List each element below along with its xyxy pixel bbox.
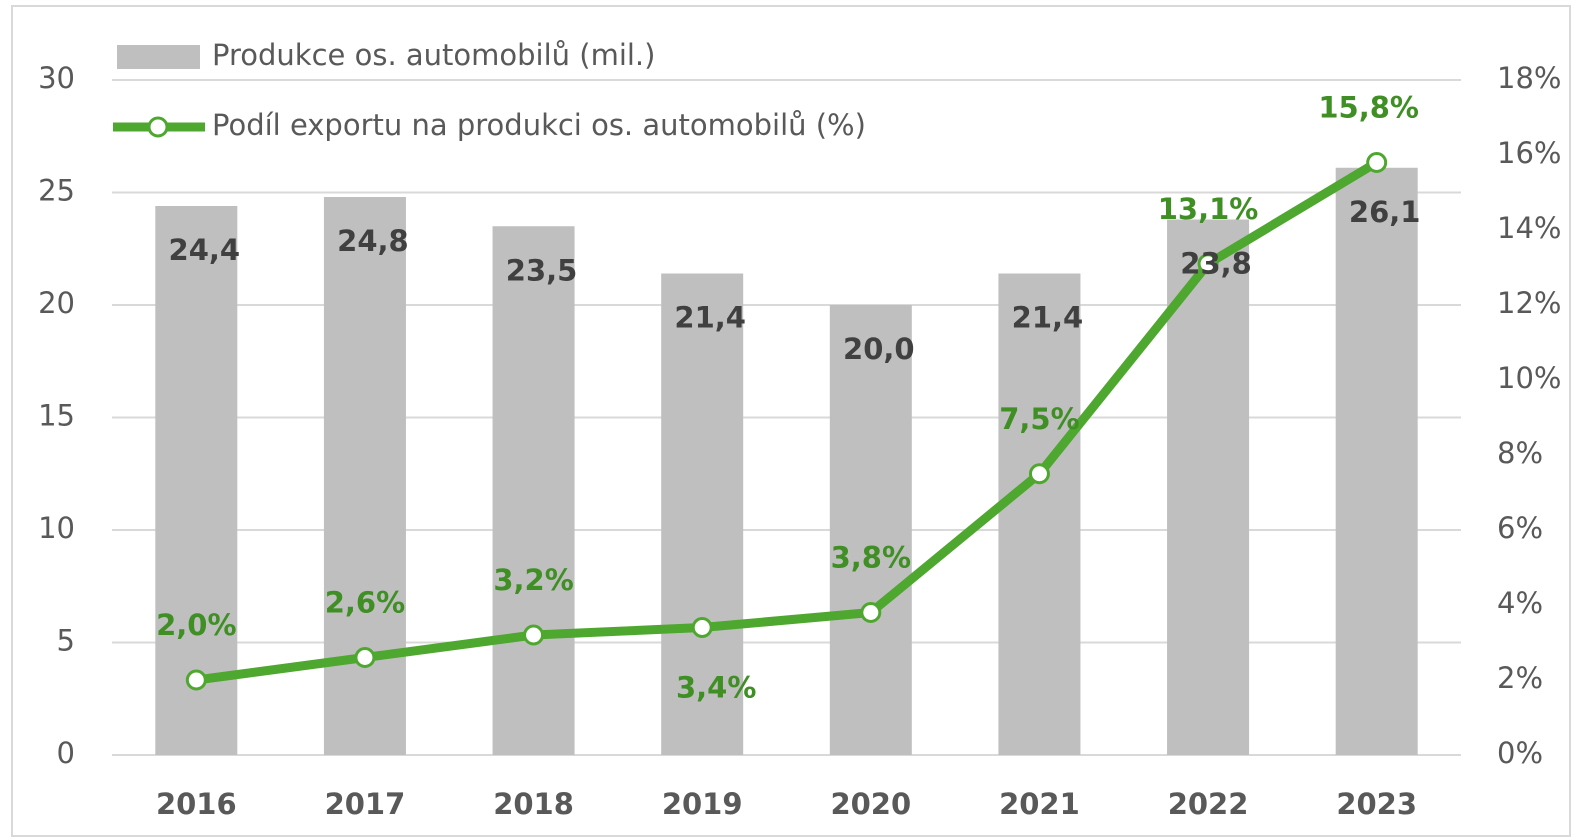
line-marker	[1028, 463, 1050, 485]
y-tick-label: 10	[38, 511, 75, 545]
line-marker	[1366, 152, 1388, 173]
bar	[1335, 167, 1418, 755]
legend-label: Podíl exportu na produkci os. automobilů…	[212, 108, 866, 142]
y2-tick-label: 10%	[1497, 361, 1561, 395]
y2-tick-label: 6%	[1497, 511, 1543, 545]
bar	[661, 273, 744, 755]
line-marker	[354, 647, 376, 668]
x-tick-label: 2022	[1168, 787, 1249, 821]
line-value-label: 3,2%	[493, 563, 573, 597]
bar	[492, 226, 575, 755]
y-tick-label: 30	[38, 61, 75, 95]
x-tick-label: 2023	[1336, 787, 1417, 821]
y-tick-label: 25	[38, 174, 75, 208]
y2-tick-label: 8%	[1497, 436, 1543, 470]
line-marker	[185, 669, 207, 691]
x-tick-label: 2020	[830, 787, 911, 821]
line-value-label: 7,5%	[999, 402, 1079, 436]
y2-tick-label: 2%	[1497, 661, 1543, 695]
y2-tick-label: 0%	[1497, 736, 1543, 770]
line	[195, 158, 1380, 685]
y2-tick-label: 4%	[1497, 586, 1543, 620]
y2-tick-label: 18%	[1497, 61, 1561, 95]
x-tick-label: 2018	[493, 787, 574, 821]
bar-value-label: 23,8	[1180, 247, 1252, 281]
bar-value-label: 21,4	[674, 301, 746, 335]
line-value-label: 2,0%	[156, 608, 236, 642]
y2-tick-label: 16%	[1497, 136, 1561, 170]
y-tick-label: 5	[57, 624, 75, 658]
legend-marker	[147, 116, 169, 138]
line-marker	[860, 602, 882, 623]
y2-tick-label: 14%	[1497, 211, 1561, 245]
chart-border	[11, 5, 1571, 837]
line-value-label: 15,8%	[1318, 91, 1419, 125]
line-marker	[691, 617, 713, 638]
y-tick-label: 20	[38, 286, 75, 320]
line-value-label: 13,1%	[1158, 192, 1259, 226]
bar	[323, 197, 406, 755]
line-value-label: 3,8%	[831, 541, 911, 575]
bar-value-label: 21,4	[1012, 301, 1084, 335]
bar	[998, 273, 1081, 755]
y2-tick-label: 12%	[1497, 286, 1561, 320]
legend-swatch	[117, 45, 200, 69]
x-tick-label: 2021	[999, 787, 1080, 821]
line-marker	[523, 624, 545, 646]
y-tick-label: 15	[38, 399, 75, 433]
legend-label: Produkce os. automobilů (mil.)	[212, 38, 655, 72]
x-tick-label: 2017	[325, 787, 406, 821]
bar-value-label: 23,5	[506, 253, 578, 287]
x-tick-label: 2019	[662, 787, 743, 821]
y-tick-label: 0	[57, 736, 75, 770]
x-tick-label: 2016	[156, 787, 237, 821]
bar	[155, 206, 238, 755]
line-marker	[1197, 253, 1219, 275]
line-value-label: 2,6%	[325, 586, 405, 620]
bar-value-label: 26,1	[1349, 195, 1421, 229]
bar-value-label: 24,8	[337, 224, 409, 258]
bar	[1167, 219, 1250, 755]
bar-value-label: 24,4	[169, 233, 241, 267]
bar-value-label: 20,0	[843, 332, 915, 366]
line-value-label: 3,4%	[676, 671, 756, 705]
bar	[829, 305, 912, 755]
